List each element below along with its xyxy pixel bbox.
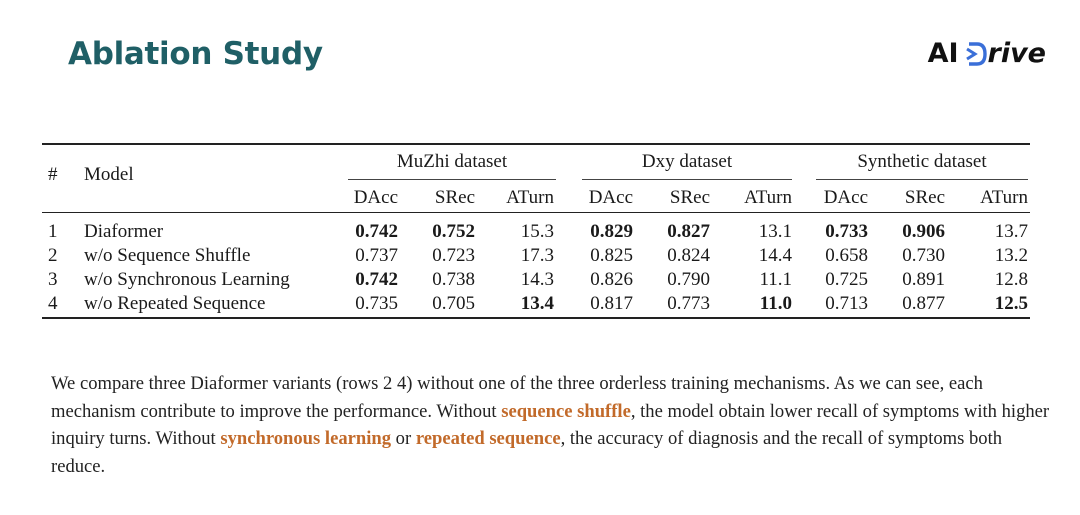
group-header-muzhi: MuZhi dataset [396,151,508,172]
column-header-index: # [48,164,58,185]
table-cell: 0.735 [355,293,398,314]
table-cell: 0.817 [590,293,633,314]
table-header-rule [42,212,1030,213]
table-cell: 0.829 [590,221,633,242]
table-cell: 0.742 [355,269,398,290]
table-cell: 11.0 [759,293,792,314]
table-cell: 14.4 [758,245,792,266]
subheader-aturn-2: ATurn [744,187,792,208]
table-cell: 0.725 [825,269,868,290]
description-text-1: We compare three Diaformer variants (row… [51,373,983,422]
row-index: 1 [48,221,58,242]
subheader-aturn-1: ATurn [506,187,554,208]
description-text-2: , the model obtain lower recall of sympt… [51,400,1050,450]
logo-d-icon [965,41,987,66]
description-text-3: or [391,428,416,449]
table-cell: 13.1 [758,221,792,242]
row-model-name: w/o Synchronous Learning [84,269,290,290]
brand-logo: AI rive [928,38,1046,69]
table-cell: 0.738 [432,269,475,290]
table-cell: 0.742 [355,221,398,242]
description-paragraph: We compare three Diaformer variants (row… [51,370,1051,480]
row-index: 3 [48,269,58,290]
logo-ai-text: AI [927,38,959,69]
subheader-srec-1: SRec [434,187,475,208]
row-model-name: w/o Sequence Shuffle [84,245,251,266]
table-cell: 0.790 [667,269,710,290]
table-cell: 0.877 [902,293,945,314]
subheader-srec-2: SRec [669,187,710,208]
table-cell: 17.3 [520,245,554,266]
table-cell: 15.3 [520,221,554,242]
subheader-aturn-3: ATurn [980,187,1028,208]
table-cell: 0.891 [902,269,945,290]
row-index: 4 [48,293,58,314]
highlight-repeated-sequence: repeated sequence [415,428,561,449]
group-rule-dxy [582,179,792,180]
table-cell: 13.4 [520,293,554,314]
table-cell: 0.825 [590,245,633,266]
row-index: 2 [48,245,58,266]
table-cell: 0.906 [902,221,945,242]
table-cell: 0.737 [355,245,398,266]
row-model-name: Diaformer [84,221,164,242]
subheader-dacc-2: DAcc [588,187,633,208]
table-cell: 11.1 [759,269,792,290]
table-cell: 12.8 [994,269,1028,290]
table-cell: 0.723 [432,245,475,266]
table-cell: 0.824 [667,245,710,266]
highlight-synchronous-learning: synchronous learning [220,428,392,449]
column-header-model: Model [84,164,134,185]
group-rule-muzhi [348,179,556,180]
table-cell: 13.7 [994,221,1028,242]
description-text-4: , the accuracy of diagnosis and the reca… [51,428,1003,477]
table-cell: 12.5 [994,293,1028,314]
table-cell: 14.3 [520,269,554,290]
table-cell: 0.733 [825,221,868,242]
subheader-srec-3: SRec [904,187,945,208]
page-title: Ablation Study [68,36,323,72]
table-cell: 0.730 [902,245,945,266]
logo-rive-text: rive [987,38,1046,69]
table-bottom-rule [42,317,1030,319]
table-cell: 0.752 [432,221,475,242]
table-cell: 0.658 [825,245,868,266]
group-header-dxy: Dxy dataset [641,151,733,172]
group-header-synthetic: Synthetic dataset [857,151,987,172]
table-top-rule [42,143,1030,145]
table-cell: 0.713 [825,293,868,314]
group-rule-synthetic [816,179,1028,180]
highlight-sequence-shuffle: sequence shuffle [501,400,631,422]
row-model-name: w/o Repeated Sequence [84,293,266,314]
subheader-dacc-3: DAcc [823,187,868,208]
subheader-dacc-1: DAcc [353,187,398,208]
table-cell: 13.2 [994,245,1028,266]
table-cell: 0.773 [667,293,710,314]
table-cell: 0.705 [432,293,475,314]
logo-drive-text: rive [965,38,1046,69]
table-cell: 0.826 [590,269,633,290]
table-cell: 0.827 [667,221,710,242]
